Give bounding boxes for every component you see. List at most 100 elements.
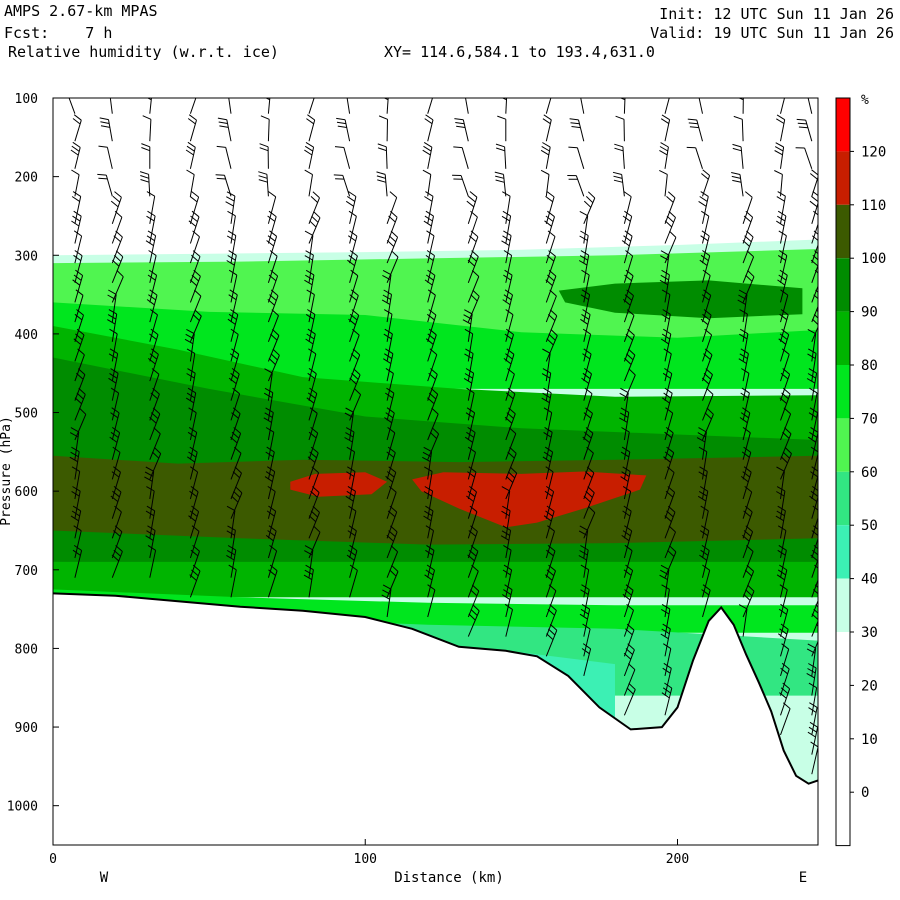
wind-barb-shaft [811,392,818,421]
wind-barb-flag [266,446,275,453]
wind-barb-flag [702,250,710,257]
wind-barb-flag [144,476,153,482]
wind-barb-flag [742,240,750,247]
wind-barb-flag [190,215,198,222]
wind-barb-flag [571,126,581,129]
wind-barb-shaft [230,453,242,480]
wind-barb-shaft [664,412,674,441]
wind-barb-flag [309,220,317,228]
wind-barb-flag [151,451,160,459]
wind-barb-flag [583,367,592,375]
wind-barb-flag [463,314,472,320]
wind-barb-flag [310,510,318,518]
wind-barb-shaft [267,432,275,460]
x-tick-label: 100 [354,852,377,867]
wind-barb-shaft [427,235,435,264]
wind-barb-flag [268,210,277,218]
wind-barb-flag [779,333,788,340]
wind-barb-flag [815,309,818,313]
wind-barb-flag [464,373,473,379]
wind-barb-flag [810,741,818,748]
wind-barb-flag [192,564,201,572]
wind-barb-column [68,98,87,578]
wind-barb-flag [309,451,317,459]
wind-barb-flag [115,230,123,238]
wind-barb-flag [312,486,320,493]
wind-barb-flag [689,126,699,129]
wind-barb-flag [777,569,786,576]
wind-barb-flag [774,146,784,152]
wind-barb-flag [228,294,237,301]
wind-barb-shaft [811,746,818,775]
wind-barb-shaft [189,295,202,323]
wind-barb-flag [779,250,788,256]
wind-barb-flag [546,633,554,641]
wind-barb-flag [663,662,672,669]
wind-barb-shaft [427,98,434,114]
wind-barb-flag [387,446,396,453]
wind-barb-flag [100,125,110,128]
wind-barb-flag [466,200,475,208]
wind-barb-flag [701,230,710,237]
wind-barb-flag [660,338,669,345]
wind-barb-flag [70,427,80,433]
wind-barb-flag [780,603,789,611]
wind-barb-flag [226,260,235,266]
wind-barb-flag [72,279,81,286]
wind-barb-flag [309,407,318,414]
wind-barb-flag [190,485,199,493]
wind-barb-flag [147,274,156,281]
wind-barb-flag [350,269,359,277]
cross-section-xy: XY= 114.6,584.1 to 193.4,631.0 [384,43,655,61]
wind-barb-flag [548,269,557,277]
wind-barb-flag [265,535,274,542]
wind-barb-flag [781,328,790,335]
wind-barb-flag [110,495,119,502]
wind-barb-flag [662,309,671,315]
wind-barb-flag [147,210,156,217]
wind-barb-flag [812,589,818,595]
wind-barb-flag [345,432,354,438]
wind-barb-shaft [664,531,676,559]
wind-barb-flag [305,269,315,276]
wind-barb-flag [381,594,390,600]
wind-barb-flag [188,426,197,433]
wind-barb-flag [308,348,317,355]
wind-barb-shaft [702,510,709,539]
wind-barb-flag [662,687,671,694]
wind-barb-flag [230,372,239,380]
wind-barb-column [540,98,558,657]
wind-barb-shaft [467,511,478,539]
wind-barb-column [795,98,818,775]
wind-barb-flag [113,530,121,537]
wind-barb-flag [701,173,709,180]
wind-barb-flag [112,426,120,434]
wind-barb-shaft [308,119,316,142]
wind-barb-shaft [109,98,113,114]
wind-barb-flag [733,115,743,120]
wind-barb-flag [338,94,347,96]
wind-barb-flag [661,584,670,590]
wind-barb-flag [784,427,792,435]
wind-barb-shaft [505,255,513,283]
wind-barb-flag [507,471,516,479]
wind-barb-flag [776,574,785,581]
wind-barb-flag [346,490,355,497]
wind-barb-flag [78,387,86,395]
wind-barb-shaft [505,609,513,637]
wind-barb-flag [139,171,149,175]
wind-barb-flag [70,451,79,458]
wind-barb-shaft [505,314,514,342]
wind-barb-flag [739,309,748,315]
wind-barb-flag [544,220,552,227]
wind-barb-flag [188,451,197,458]
wind-barb-flag [688,122,698,125]
wind-barb-flag [227,545,237,551]
wind-barb-flag [73,544,82,551]
wind-barb-shaft [189,174,195,197]
y-tick-label: 400 [15,328,38,343]
wind-barb-shaft [228,98,232,114]
wind-barb-shaft [742,197,753,224]
wind-barb-flag [71,169,80,176]
wind-barb-flag [185,333,194,340]
